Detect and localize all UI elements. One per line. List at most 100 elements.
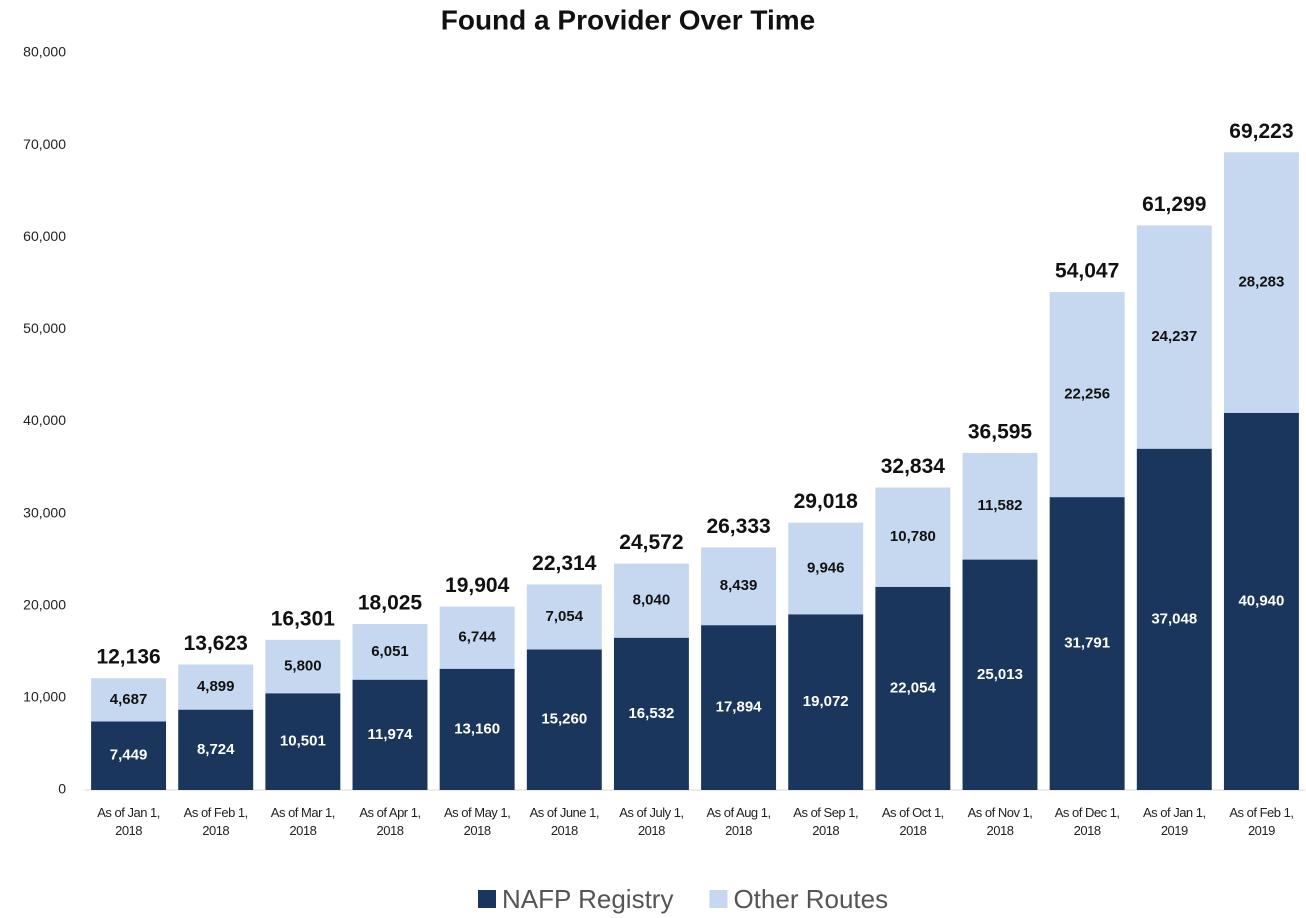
legend-swatch: [709, 890, 728, 908]
y-tick-label: 40,000: [23, 412, 66, 428]
data-label: 10,780: [890, 528, 936, 545]
bar-segment: [962, 559, 1038, 790]
data-label: 7,449: [110, 747, 148, 764]
bar-segment: [91, 721, 167, 790]
bar-segment: [91, 678, 167, 722]
data-label: 10,501: [280, 733, 326, 750]
data-label: 19,072: [803, 693, 849, 710]
total-label: 18,025: [358, 591, 423, 614]
y-tick-label: 70,000: [23, 136, 66, 152]
total-label: 22,314: [532, 552, 597, 575]
bar-segment: [439, 606, 515, 669]
bar-segment: [352, 679, 428, 790]
x-tick-label: As of Nov 1, 2018: [967, 805, 1033, 838]
x-tick-label: As of June 1, 2018: [529, 805, 600, 838]
data-label: 22,054: [890, 679, 937, 696]
data-label: 22,256: [1064, 386, 1110, 403]
bar-segment: [526, 649, 602, 790]
data-label: 28,283: [1238, 274, 1284, 291]
bar-segment: [1136, 225, 1212, 449]
total-label: 61,299: [1142, 193, 1206, 216]
y-tick-label: 0: [58, 781, 66, 797]
data-label: 31,791: [1064, 635, 1110, 652]
bar-segment: [178, 664, 254, 710]
total-label: 36,595: [968, 420, 1033, 443]
total-label: 13,623: [184, 632, 248, 655]
x-tick-label: As of Jan 1, 2019: [1142, 805, 1206, 838]
data-label: 4,687: [110, 691, 148, 708]
data-label: 37,048: [1151, 610, 1197, 627]
y-tick-label: 60,000: [23, 228, 66, 244]
data-label: 17,894: [716, 699, 763, 716]
bar-segment: [1136, 448, 1212, 790]
data-label: 8,040: [633, 592, 671, 609]
bar-segment: [613, 637, 689, 790]
data-label: 5,800: [284, 658, 322, 675]
data-label: 24,237: [1151, 328, 1197, 345]
x-tick-label: As of Oct 1, 2018: [881, 805, 944, 838]
y-tick-label: 10,000: [23, 689, 66, 705]
y-tick-label: 30,000: [23, 504, 66, 520]
total-label: 16,301: [271, 607, 336, 630]
total-label: 69,223: [1229, 120, 1293, 143]
bar-segment: [788, 614, 864, 790]
data-label: 6,051: [371, 643, 409, 660]
x-tick-label: As of Jan 1, 2018: [97, 805, 160, 838]
legend-label: NAFP Registry: [502, 884, 673, 914]
bar-segment: [788, 522, 864, 615]
x-tick-label: As of Sep 1, 2018: [793, 805, 859, 838]
x-tick-label: As of Feb 1, 2019: [1229, 805, 1294, 838]
x-tick-label: As of May 1, 2018: [444, 805, 511, 838]
y-tick-label: 20,000: [23, 596, 66, 612]
total-label: 54,047: [1055, 260, 1119, 283]
bar-segment: [875, 487, 951, 587]
bar-segment: [439, 668, 515, 790]
bar-segment: [1049, 292, 1125, 498]
legend-swatch: [478, 890, 496, 908]
data-label: 15,260: [541, 711, 587, 728]
x-tick-label: As of Feb 1, 2018: [183, 805, 249, 838]
total-label: 12,136: [96, 646, 160, 669]
x-tick-label: As of July 1, 2018: [619, 805, 684, 838]
total-label: 26,333: [706, 515, 770, 538]
bar-segment: [613, 563, 689, 638]
bar-segment: [1049, 497, 1125, 790]
data-label: 11,974: [367, 726, 413, 743]
legend-label: Other Routes: [733, 884, 888, 914]
bar-segment: [1223, 412, 1299, 790]
data-label: 16,532: [628, 705, 674, 722]
bar-segment: [352, 623, 428, 680]
bar-segment: [526, 584, 602, 650]
bar-segment: [701, 625, 777, 790]
y-tick-label: 50,000: [23, 320, 66, 336]
y-tick-label: 80,000: [23, 44, 66, 60]
bar-segment: [1223, 152, 1299, 413]
data-label: 11,582: [977, 497, 1022, 514]
data-label: 4,899: [197, 678, 235, 695]
total-label: 24,572: [619, 531, 683, 554]
data-label: 40,940: [1238, 592, 1284, 609]
x-tick-label: As of Aug 1, 2018: [706, 805, 772, 838]
chart-title: Found a Provider Over Time: [441, 4, 815, 35]
x-tick-label: As of Apr 1, 2018: [359, 805, 421, 838]
bar-segment: [178, 709, 254, 790]
bar-segment: [265, 639, 341, 694]
data-label: 25,013: [977, 666, 1023, 683]
data-label: 9,946: [807, 559, 845, 576]
bar-segment: [875, 586, 951, 790]
data-label: 8,439: [720, 577, 758, 594]
bar-segment: [701, 547, 777, 626]
total-label: 19,904: [445, 574, 510, 597]
total-label: 29,018: [794, 490, 859, 513]
x-tick-label: As of Dec 1, 2018: [1054, 805, 1120, 838]
bar-segment: [265, 693, 341, 790]
data-label: 6,744: [458, 629, 496, 646]
bar-segment: [962, 452, 1038, 560]
data-label: 8,724: [197, 741, 235, 758]
total-label: 32,834: [881, 455, 946, 478]
data-label: 13,160: [454, 720, 500, 737]
data-label: 7,054: [546, 608, 584, 625]
x-tick-label: As of Mar 1, 2018: [270, 805, 336, 838]
